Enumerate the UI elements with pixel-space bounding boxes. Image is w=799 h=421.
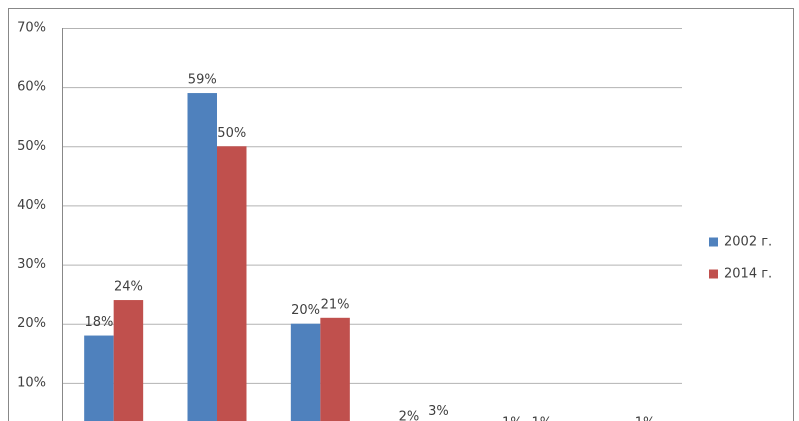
bar <box>187 93 217 421</box>
data-label: 2% <box>399 410 420 421</box>
data-label: 24% <box>114 280 143 295</box>
legend-label: 2002 г. <box>724 235 772 250</box>
bar <box>217 146 247 421</box>
data-label: 1% <box>502 416 523 421</box>
bar <box>113 300 144 421</box>
bar <box>84 335 114 421</box>
y-tick-label: 50% <box>17 139 46 154</box>
bar <box>290 323 321 421</box>
data-label: 50% <box>217 126 246 141</box>
data-label: 20% <box>291 303 320 318</box>
data-label: 21% <box>321 297 350 312</box>
data-label: 1% <box>531 416 552 421</box>
legend-swatch <box>709 269 718 279</box>
y-tick-label: 20% <box>17 316 46 331</box>
data-label: 59% <box>188 73 217 88</box>
y-tick-label: 60% <box>17 80 46 95</box>
y-tick-label: 70% <box>17 21 46 36</box>
y-tick-label: 10% <box>17 375 46 390</box>
legend-label: 2014 г. <box>724 267 772 282</box>
y-tick-label: 30% <box>17 257 46 272</box>
y-tick-label: 40% <box>17 198 46 213</box>
data-label: 1% <box>635 416 656 421</box>
data-label: 18% <box>84 315 113 330</box>
bar <box>320 317 350 421</box>
data-label: 3% <box>428 404 449 419</box>
legend-swatch <box>709 237 718 247</box>
